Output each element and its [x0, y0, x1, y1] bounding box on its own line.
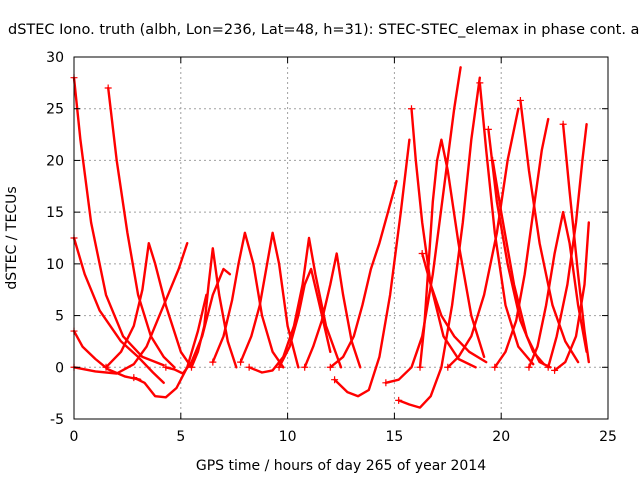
y-tick-label: 10 [46, 257, 64, 273]
series-arc-01 [72, 76, 165, 367]
series-arc-20 [418, 138, 486, 369]
series-start-marker [326, 363, 334, 371]
x-tick-label: 5 [176, 429, 185, 445]
series-start-marker [275, 363, 283, 371]
data-series [70, 66, 590, 409]
series-start-marker [237, 358, 245, 366]
series-start-marker [489, 156, 497, 164]
series-start-marker [444, 363, 452, 371]
series-start-marker [130, 374, 138, 382]
series-arc-03 [72, 329, 142, 381]
series-arc-10 [211, 231, 285, 369]
series-arc-22 [446, 107, 520, 369]
series-start-marker [245, 363, 253, 371]
series-arc-18 [397, 76, 481, 409]
series-arc-04 [72, 241, 189, 375]
x-tick-label: 25 [599, 429, 617, 445]
series-start-marker [491, 363, 499, 371]
y-axis-label: dSTEC / TECUs [4, 186, 20, 289]
series-arc-08 [164, 267, 232, 375]
series-start-marker [525, 363, 533, 371]
y-tick-label: -5 [50, 412, 64, 428]
series-arc-06 [104, 241, 193, 369]
x-tick-label: 20 [492, 429, 510, 445]
series-arc-14 [303, 252, 362, 369]
series-arc-23 [478, 81, 535, 366]
series-start-marker [418, 250, 426, 258]
series-arc-09 [190, 247, 238, 369]
series-start-marker [416, 363, 424, 371]
series-start-marker [187, 363, 195, 371]
series-arc-16 [333, 138, 411, 398]
series-start-marker [395, 396, 403, 404]
x-tick-label: 10 [279, 429, 297, 445]
series-arc-02 [72, 236, 165, 384]
series-arc-07 [132, 293, 208, 399]
y-tick-label: 30 [46, 50, 64, 66]
y-tick-label: 15 [46, 205, 64, 221]
series-arc-28 [527, 210, 588, 369]
series-arc-29 [547, 122, 588, 369]
series-start-marker [551, 366, 559, 374]
series-arc-25 [491, 159, 552, 369]
series-start-marker [102, 363, 110, 371]
series-start-marker [331, 376, 339, 384]
series-start-marker [516, 96, 524, 104]
series-arc-17 [384, 66, 462, 384]
series-arc-27 [519, 99, 580, 364]
series-start-marker [162, 363, 170, 371]
series-start-marker [476, 79, 484, 87]
chart-title: dSTEC Iono. truth (albh, Lon=236, Lat=48… [8, 22, 639, 38]
series-start-marker [382, 379, 390, 387]
series-arc-12 [247, 236, 343, 374]
x-axis-label: GPS time / hours of day 265 of year 2014 [196, 458, 486, 474]
y-tick-label: 20 [46, 153, 64, 169]
y-tick-label: 25 [46, 102, 64, 118]
series-arc-11 [239, 231, 300, 369]
series-arc-30 [561, 122, 590, 364]
series-start-marker [559, 120, 567, 128]
series-arc-13 [277, 267, 332, 369]
series-start-marker [209, 358, 217, 366]
series-arc-26 [493, 117, 550, 369]
series-arc-31 [553, 221, 590, 372]
series-arc-21 [421, 252, 488, 364]
y-tick-label: 0 [55, 360, 64, 376]
series-start-marker [407, 105, 415, 113]
series-arc-05 [106, 86, 176, 369]
plot-frame [73, 56, 609, 420]
series-arc-15 [329, 179, 398, 369]
series-start-marker [301, 363, 309, 371]
axis-ticks: 0 5 10 15 20 25 -5 0 5 10 15 20 25 30 [46, 50, 617, 445]
series-start-marker [104, 84, 112, 92]
x-tick-label: 15 [385, 429, 403, 445]
y-tick-label: 5 [55, 309, 64, 325]
x-tick-label: 0 [70, 429, 79, 445]
series-start-marker [484, 125, 492, 133]
series-start-marker [544, 363, 552, 371]
